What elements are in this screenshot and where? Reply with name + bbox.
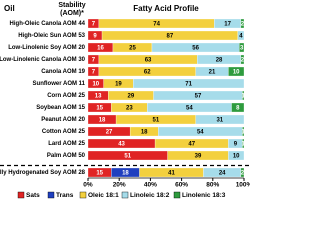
bar-segment [242, 138, 245, 149]
chart-title: Fatty Acid Profile [133, 4, 199, 13]
value-label: 13 [95, 94, 102, 100]
legend-label: Trans [56, 192, 74, 199]
legend-label: Linolenic 18:3 [182, 192, 226, 199]
value-label: 2 [241, 22, 245, 28]
x-tick-label: 0% [83, 182, 93, 189]
category-label: Low-Linolenic Canola AOM 30 [0, 57, 86, 63]
value-label: 18 [141, 130, 148, 136]
category-label: High-Oleic Sun AOM 53 [18, 33, 85, 39]
legend-swatch [79, 191, 87, 199]
value-label: 87 [167, 34, 174, 40]
value-label: 17 [224, 22, 231, 28]
bar-segment [195, 114, 245, 125]
value-label: 2 [241, 171, 245, 177]
value-label: 18 [122, 171, 129, 177]
value-label: 1 [242, 94, 246, 100]
value-label: 18 [99, 118, 106, 124]
bar-segment [228, 150, 245, 161]
x-tick-label: 100% [236, 182, 250, 189]
value-label: 21 [209, 70, 216, 76]
bar-segment [242, 90, 245, 101]
value-label: 2 [241, 58, 245, 64]
category-label: Lard AOM 25 [48, 141, 85, 147]
category-label: High-Oleic Canola AOM 44 [10, 21, 86, 27]
value-label: 54 [186, 106, 193, 112]
legend-label: Oleic 18:1 [88, 192, 119, 199]
bar-segment [240, 54, 245, 65]
chart: Oil Stability (AOM)* Fatty Acid Profile … [0, 2, 250, 199]
x-tick-label: 60% [175, 182, 188, 189]
x-tick-label: 80% [206, 182, 219, 189]
value-label: 9 [93, 34, 97, 40]
value-label: 27 [106, 130, 113, 136]
category-label: Canola AOM 19 [41, 69, 85, 75]
category-label: Partially Hydrogenated Soy AOM 28 [0, 170, 86, 176]
value-label: 10 [233, 70, 240, 76]
value-label: 51 [153, 118, 160, 124]
value-label: 10 [92, 82, 99, 88]
legend-swatch [47, 191, 55, 199]
category-label: Cotton AOM 25 [42, 129, 86, 135]
category-label: Peanut AOM 20 [41, 117, 85, 123]
header-stability: (AOM)* [60, 10, 84, 17]
value-label: 41 [168, 171, 175, 177]
value-label: 47 [188, 142, 195, 148]
bar-segment [239, 42, 245, 53]
x-tick-label: 40% [144, 182, 157, 189]
category-label: Soybean AOM 15 [36, 105, 85, 111]
value-label: 16 [97, 46, 104, 52]
bar-segment [242, 126, 245, 137]
value-label: 56 [192, 46, 199, 52]
value-label: 39 [195, 154, 202, 160]
legend-label: Linoleic 18:2 [130, 192, 170, 199]
bar-segment [228, 66, 245, 77]
value-label: 7 [92, 70, 96, 76]
value-label: 25 [129, 46, 136, 52]
value-label: 19 [115, 82, 122, 88]
value-label: 57 [195, 94, 202, 100]
value-label: 74 [153, 22, 160, 28]
header-oil: Oil [4, 4, 15, 13]
category-label: Palm AOM 50 [47, 153, 86, 159]
legend-swatch [121, 191, 129, 199]
value-label: 1 [242, 142, 246, 148]
bar-segment [240, 18, 245, 29]
x-tick-label: 20% [113, 182, 126, 189]
header-stability: Stability [58, 2, 85, 9]
category-label: Low-Linolenic Soy AOM 20 [8, 45, 85, 51]
value-label: 54 [197, 130, 204, 136]
value-label: 51 [124, 154, 131, 160]
value-label: 71 [185, 82, 192, 88]
category-label: Sunflower AOM 11 [33, 81, 86, 87]
value-label: 1 [242, 130, 246, 136]
value-label: 63 [145, 58, 152, 64]
value-label: 10 [233, 154, 240, 160]
value-label: 3 [240, 46, 244, 52]
bar-segment [237, 30, 245, 41]
legend-label: Sats [26, 192, 40, 199]
value-label: 29 [128, 94, 135, 100]
value-label: 24 [219, 171, 226, 177]
bar-segment [231, 102, 245, 113]
value-label: 15 [96, 171, 103, 177]
value-label: 9 [234, 142, 238, 148]
value-label: 7 [92, 22, 96, 28]
value-label: 23 [126, 106, 133, 112]
value-label: 28 [216, 58, 223, 64]
legend-swatch [173, 191, 181, 199]
category-label: Corn AOM 25 [47, 93, 85, 99]
value-label: 4 [239, 34, 243, 40]
value-label: 7 [92, 58, 96, 64]
value-label: 15 [96, 106, 103, 112]
legend-swatch [17, 191, 25, 199]
value-label: 62 [144, 70, 151, 76]
value-label: 31 [216, 118, 223, 124]
bar-segment [240, 167, 245, 178]
value-label: 43 [118, 142, 125, 148]
bar-segment [133, 78, 245, 89]
value-label: 8 [236, 106, 240, 112]
